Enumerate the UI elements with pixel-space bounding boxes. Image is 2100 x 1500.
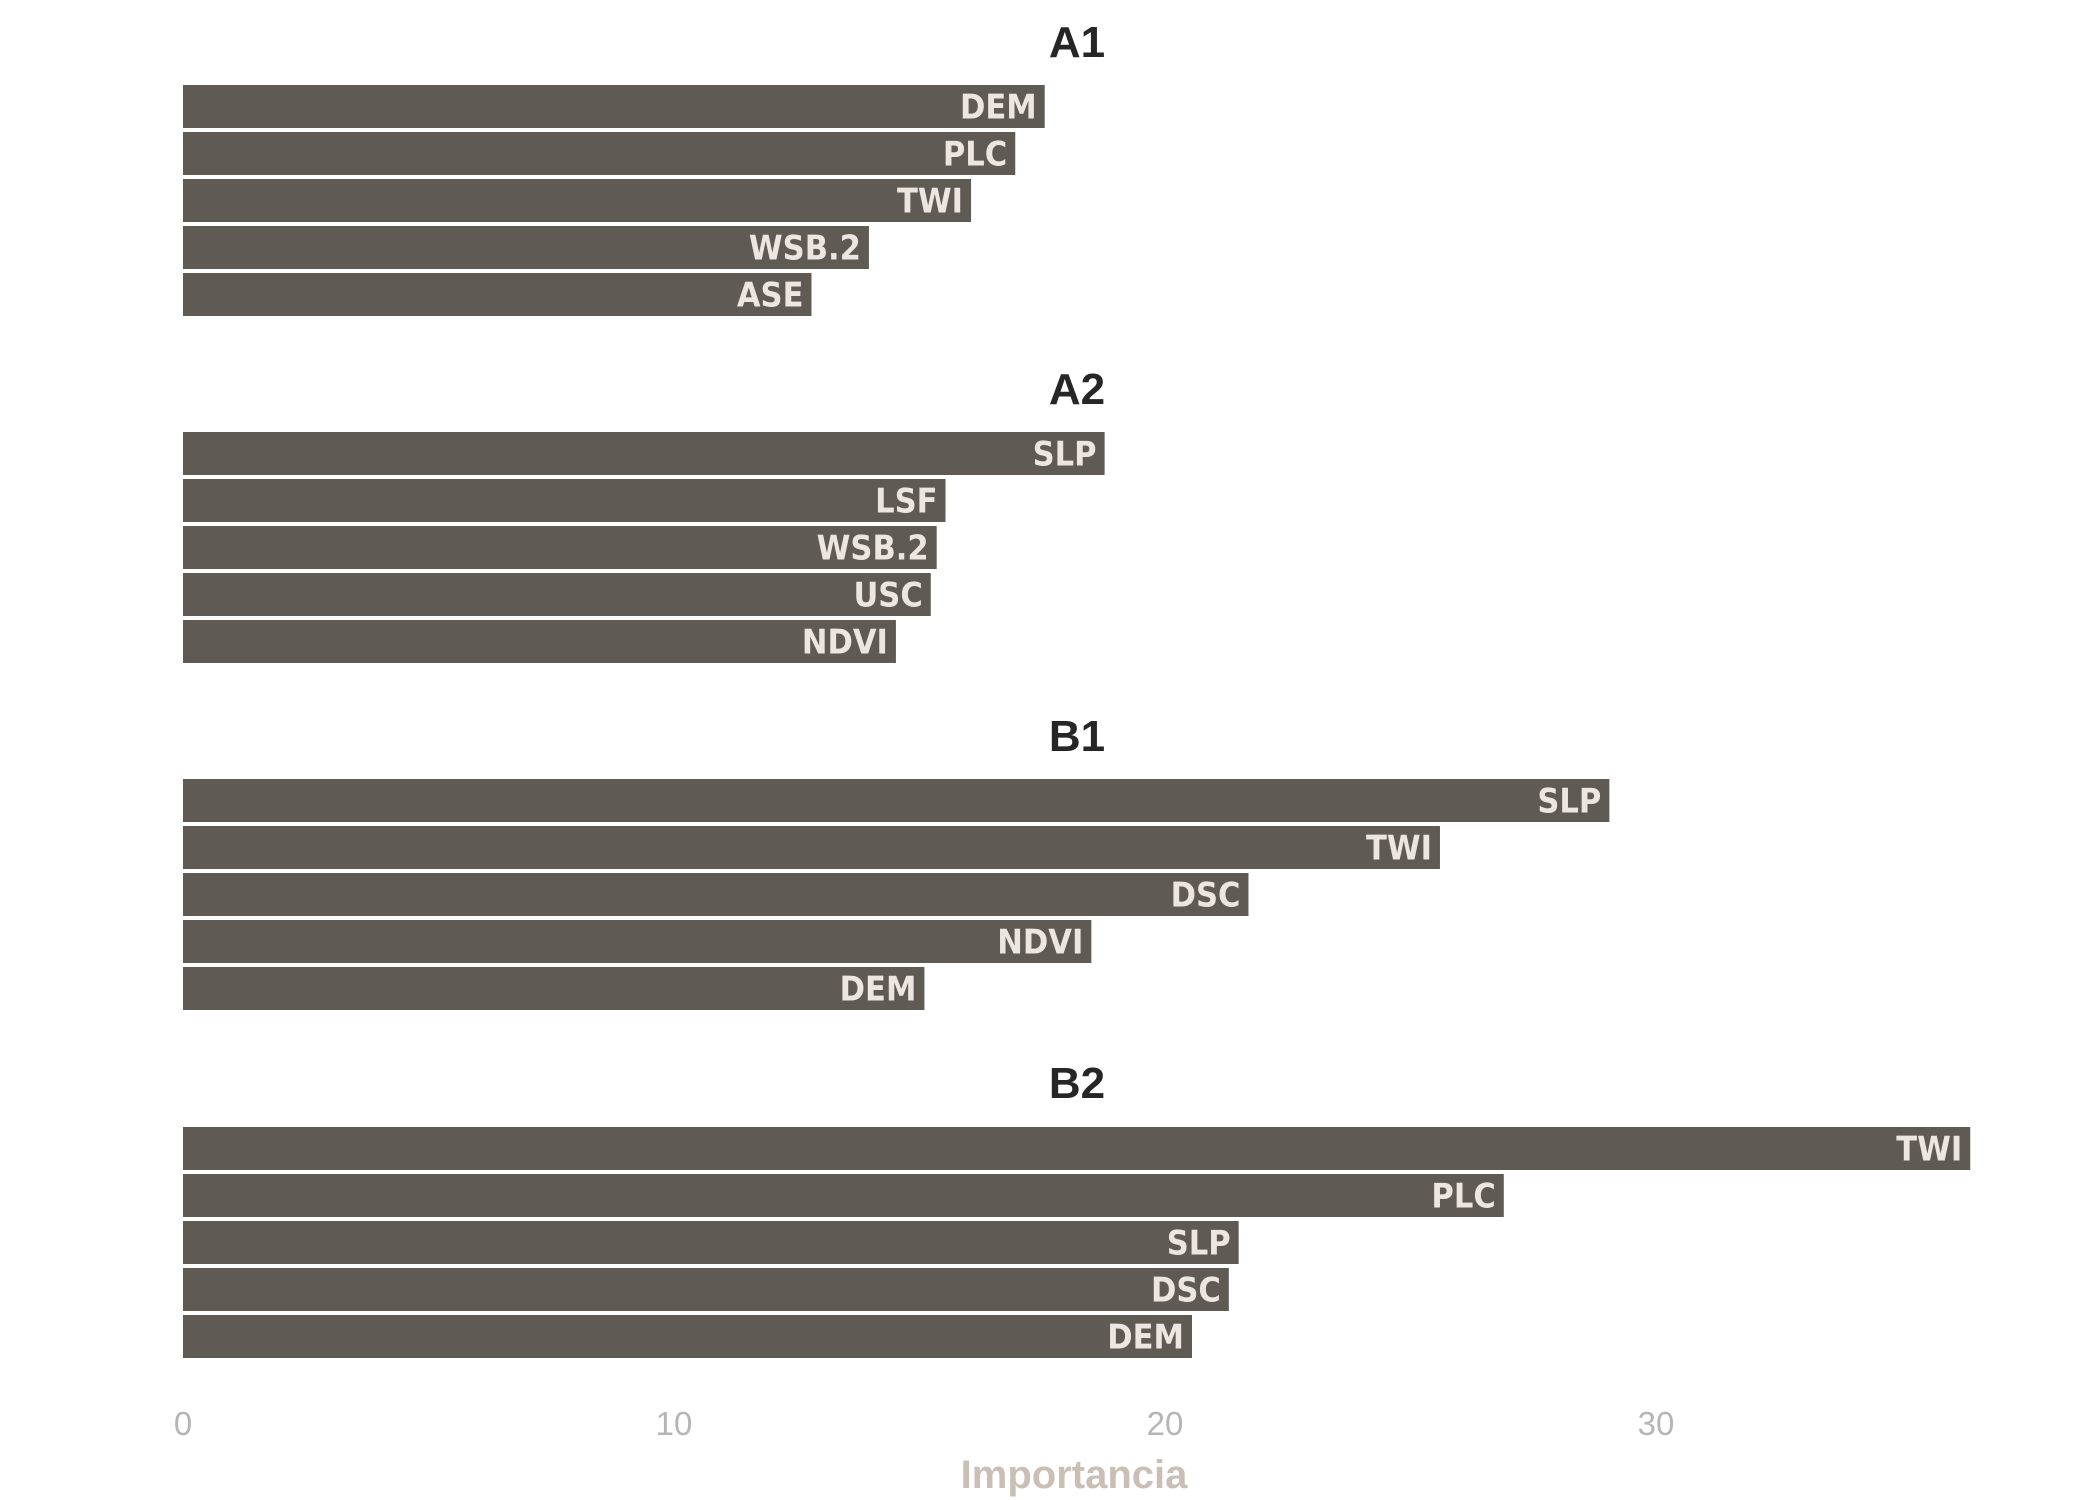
bar-label: DEM	[840, 970, 917, 1010]
x-tick-label: 20	[1147, 1405, 1184, 1442]
bar-label: DSC	[1171, 876, 1241, 916]
bar-lsf	[183, 479, 946, 522]
bar-label: SLP	[1537, 782, 1601, 822]
x-tick-label: 10	[656, 1405, 693, 1442]
panel-title: B1	[1049, 712, 1105, 761]
bar-label: ASE	[737, 276, 804, 316]
panel-a1: A1 DEM PLC TWI WSB.2 ASE	[183, 18, 1105, 316]
x-tick-label: 0	[174, 1405, 192, 1442]
bar-label: SLP	[1167, 1224, 1231, 1264]
bar-label: PLC	[1431, 1177, 1495, 1217]
bar-label: SLP	[1033, 435, 1097, 475]
bar-dem	[183, 1315, 1193, 1358]
bar-dsc	[183, 873, 1249, 916]
bar-plc	[183, 132, 1016, 175]
bar-plc	[183, 1174, 1504, 1217]
bar-label: TWI	[897, 182, 963, 222]
bar-slp	[183, 1221, 1239, 1264]
bar-slp	[183, 432, 1105, 475]
bar-usc	[183, 573, 931, 616]
x-axis: 0 10 20 30	[174, 1405, 1675, 1442]
bar-label: TWI	[1896, 1130, 1962, 1170]
panel-a2: A2 SLP LSF WSB.2 USC NDVI	[183, 365, 1105, 663]
bar-label: PLC	[943, 135, 1007, 175]
bar-twi	[183, 826, 1440, 869]
bar-label: USC	[853, 576, 922, 616]
bar-dem	[183, 85, 1045, 128]
bar-label: DEM	[960, 88, 1037, 128]
panel-title: A1	[1049, 18, 1105, 67]
panel-b2: B2 TWI PLC SLP DSC DEM	[183, 1059, 1971, 1358]
bar-label: WSB.2	[817, 529, 929, 569]
bar-label: NDVI	[997, 923, 1083, 963]
bar-slp	[183, 779, 1610, 822]
chart-panels: A1DEMPLCTWIWSB.2ASEA2SLPLSFWSB.2USCNDVIB…	[183, 18, 1971, 1358]
x-tick-label: 30	[1638, 1405, 1675, 1442]
bar-label: NDVI	[802, 623, 888, 663]
bar-label: DEM	[1107, 1318, 1184, 1358]
bar-wsb-2	[183, 226, 869, 269]
bar-label: WSB.2	[749, 229, 861, 269]
bar-ase	[183, 273, 812, 316]
bar-twi	[183, 179, 972, 222]
bar-ndvi	[183, 620, 896, 663]
bar-twi	[183, 1127, 1971, 1170]
bar-label: LSF	[875, 482, 937, 522]
x-axis-title: Importancia	[961, 1453, 1188, 1497]
bar-label: DSC	[1151, 1271, 1221, 1311]
panel-title: B2	[1049, 1059, 1105, 1108]
bar-dem	[183, 967, 925, 1010]
panel-b1: B1 SLP TWI DSC NDVI DEM	[183, 712, 1610, 1010]
bar-label: TWI	[1366, 829, 1432, 869]
bar-dsc	[183, 1268, 1229, 1311]
bar-ndvi	[183, 920, 1092, 963]
panel-title: A2	[1049, 365, 1105, 414]
bar-wsb-2	[183, 526, 937, 569]
